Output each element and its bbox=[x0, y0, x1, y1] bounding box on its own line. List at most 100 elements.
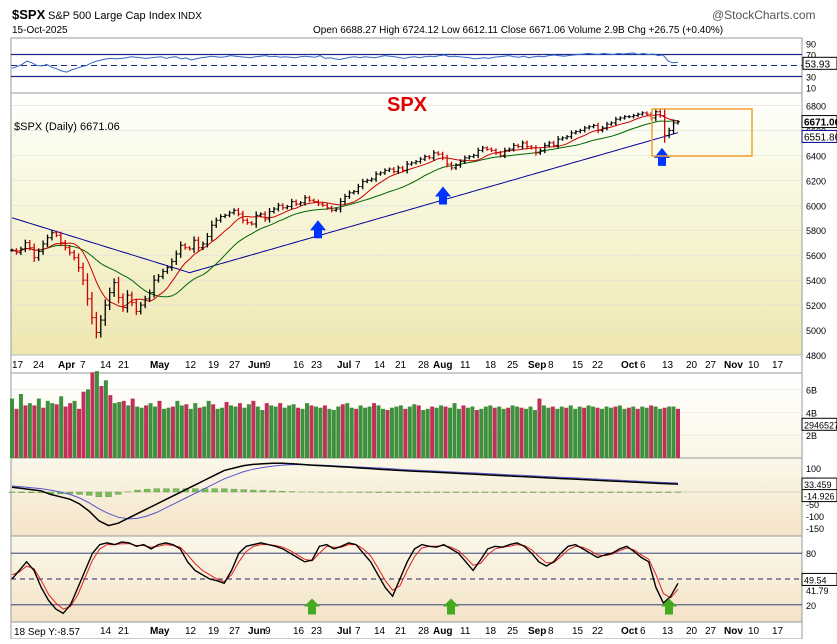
volume-bar bbox=[578, 407, 582, 458]
macd-histogram-bar bbox=[154, 489, 160, 492]
volume-bar bbox=[229, 405, 233, 458]
volume-bar bbox=[242, 408, 246, 458]
volume-bar bbox=[301, 409, 305, 458]
volume-bar bbox=[95, 371, 99, 458]
price-title: $SPX (Daily) 6671.06 bbox=[14, 121, 120, 133]
volume-bar bbox=[394, 407, 398, 458]
x-axis-label: Oct bbox=[621, 360, 638, 371]
volume-bar bbox=[470, 407, 474, 458]
volume-bar bbox=[466, 408, 470, 458]
x-axis-label: 27 bbox=[229, 360, 241, 371]
volume-bar bbox=[198, 408, 202, 458]
volume-bar bbox=[591, 407, 595, 458]
volume-bar bbox=[381, 409, 385, 458]
volume-bar bbox=[10, 399, 14, 458]
stoch-tick-label: 80 bbox=[806, 549, 816, 559]
volume-bar bbox=[50, 403, 54, 458]
x-axis-label: Apr bbox=[58, 360, 75, 371]
volume-bar bbox=[354, 409, 358, 458]
price-tick-label: 5600 bbox=[806, 251, 826, 261]
volume-bar bbox=[502, 409, 506, 458]
volume-bar bbox=[238, 403, 242, 458]
volume-bar bbox=[636, 409, 640, 458]
x-axis-label-bottom: Aug bbox=[433, 626, 452, 637]
macd-histogram-bar bbox=[144, 489, 150, 492]
volume-bar bbox=[627, 408, 631, 458]
x-axis-label: 27 bbox=[705, 360, 717, 371]
volume-bar bbox=[336, 407, 340, 458]
x-axis-label-bottom: 27 bbox=[229, 626, 241, 637]
volume-bar bbox=[19, 394, 23, 458]
volume-bar bbox=[122, 401, 126, 458]
price-panel bbox=[11, 93, 802, 355]
stoch-current-label: 49.54 bbox=[804, 575, 827, 585]
volume-bar bbox=[448, 408, 452, 458]
volume-bar bbox=[587, 405, 591, 458]
spx-annotation: SPX bbox=[387, 94, 428, 116]
volume-bar bbox=[184, 404, 188, 458]
volume-bar bbox=[318, 408, 322, 458]
volume-bar bbox=[524, 409, 528, 458]
volume-bar bbox=[32, 405, 36, 458]
x-axis-label-bottom: Sep bbox=[528, 626, 546, 637]
volume-bar bbox=[158, 401, 162, 458]
volume-bar bbox=[368, 407, 372, 458]
volume-bar bbox=[430, 407, 434, 458]
volume-bar bbox=[108, 395, 112, 458]
volume-bar bbox=[390, 408, 394, 458]
ohlc-readout: Open 6688.27 High 6724.12 Low 6612.11 Cl… bbox=[313, 25, 723, 36]
macd-signal-label: -14.926 bbox=[804, 492, 835, 502]
x-axis-label-bottom: 14 bbox=[100, 626, 112, 637]
volume-bar bbox=[461, 405, 465, 458]
x-axis-label: 21 bbox=[395, 360, 407, 371]
macd-histogram-bar bbox=[241, 490, 247, 492]
volume-bar bbox=[631, 407, 635, 458]
volume-bar bbox=[220, 408, 224, 458]
volume-bar bbox=[622, 409, 626, 458]
watermark: @StockCharts.com bbox=[712, 8, 816, 22]
volume-bar bbox=[511, 405, 515, 458]
volume-bar bbox=[166, 408, 170, 458]
volume-bar bbox=[484, 407, 488, 458]
x-axis-label: 14 bbox=[100, 360, 112, 371]
volume-bar bbox=[135, 407, 139, 458]
macd-histogram-bar bbox=[86, 492, 92, 495]
volume-bar bbox=[515, 407, 519, 458]
x-axis-label-bottom: 13 bbox=[662, 626, 674, 637]
volume-bar bbox=[426, 409, 430, 458]
volume-bar bbox=[117, 402, 121, 458]
macd-histogram-bar bbox=[279, 491, 285, 492]
volume-bar bbox=[64, 407, 68, 458]
volume-bar bbox=[46, 401, 50, 458]
volume-bar bbox=[560, 407, 564, 458]
bottom-note: 18 Sep Y:-8.57 bbox=[14, 627, 80, 638]
volume-bar bbox=[305, 403, 309, 458]
volume-bar bbox=[341, 404, 345, 458]
macd-histogram-bar bbox=[77, 492, 83, 494]
x-axis-label-bottom: Nov bbox=[724, 626, 743, 637]
volume-bar bbox=[247, 404, 251, 458]
volume-bar bbox=[417, 405, 421, 458]
volume-bar bbox=[327, 409, 331, 458]
x-axis-label-bottom: Oct bbox=[621, 626, 638, 637]
volume-bar bbox=[332, 410, 336, 458]
macd-current-label: 33.459 bbox=[804, 480, 832, 490]
x-axis-label: 17 bbox=[12, 360, 24, 371]
macd-tick-label: 100 bbox=[806, 464, 821, 474]
x-axis-label: 20 bbox=[686, 360, 698, 371]
volume-bar bbox=[211, 404, 215, 458]
volume-bar bbox=[104, 380, 108, 458]
volume-bar bbox=[68, 403, 72, 458]
macd-histogram-bar bbox=[19, 492, 25, 493]
macd-tick-label: -150 bbox=[806, 524, 824, 534]
volume-bar bbox=[528, 407, 532, 458]
x-axis-label: 28 bbox=[418, 360, 430, 371]
volume-bar bbox=[412, 404, 416, 458]
macd-histogram-bar bbox=[134, 490, 140, 492]
x-axis-label: 13 bbox=[662, 360, 674, 371]
volume-tick-label: 2B bbox=[806, 431, 817, 441]
volume-bar bbox=[506, 408, 510, 458]
x-axis-label: 24 bbox=[33, 360, 45, 371]
volume-bar bbox=[497, 407, 501, 458]
volume-bar bbox=[171, 407, 175, 458]
